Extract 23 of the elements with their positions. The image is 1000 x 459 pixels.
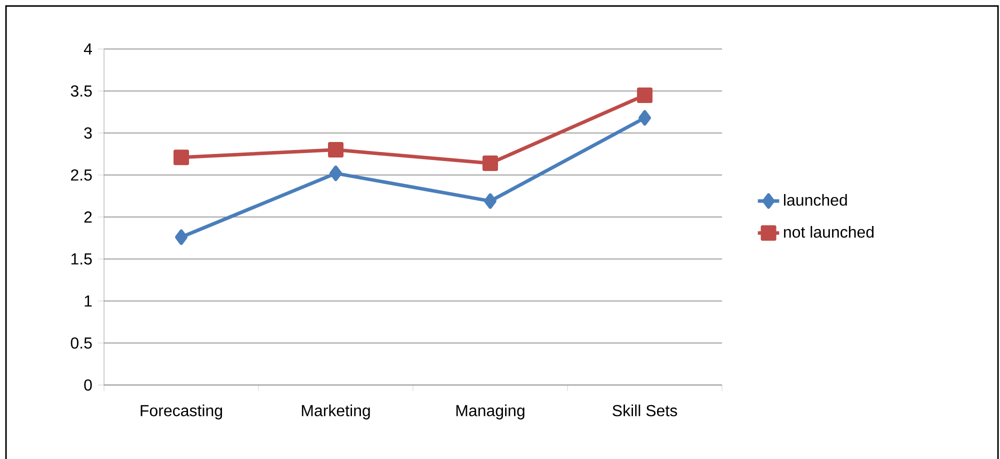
point: [328, 142, 344, 158]
point: [638, 110, 652, 126]
y-tick-label: 2.5: [71, 169, 92, 181]
point: [484, 193, 497, 209]
y-tick-label: 1.5: [71, 253, 92, 265]
point: [175, 229, 188, 245]
y-tick-label: 3.5: [70, 85, 92, 97]
x-tick-label: Forecasting: [140, 404, 222, 420]
y-tick-label: 1: [84, 295, 92, 307]
x-tick-label: Marketing: [302, 404, 370, 420]
point: [174, 150, 190, 166]
y-tick-label: 3: [84, 127, 92, 139]
y-tick-label: 2: [84, 211, 92, 223]
y-tick-label: 0: [84, 379, 92, 391]
legend-label: launched: [784, 194, 847, 206]
x-tick-label: Skill Sets: [612, 404, 678, 416]
legend-label: not launched: [784, 226, 874, 238]
x-tick-label: Managing: [456, 404, 524, 420]
point: [330, 166, 342, 182]
y-tick-label: 0.5: [70, 337, 92, 349]
point: [637, 87, 653, 103]
y-tick-label: 4: [84, 43, 92, 55]
point: [482, 155, 498, 171]
